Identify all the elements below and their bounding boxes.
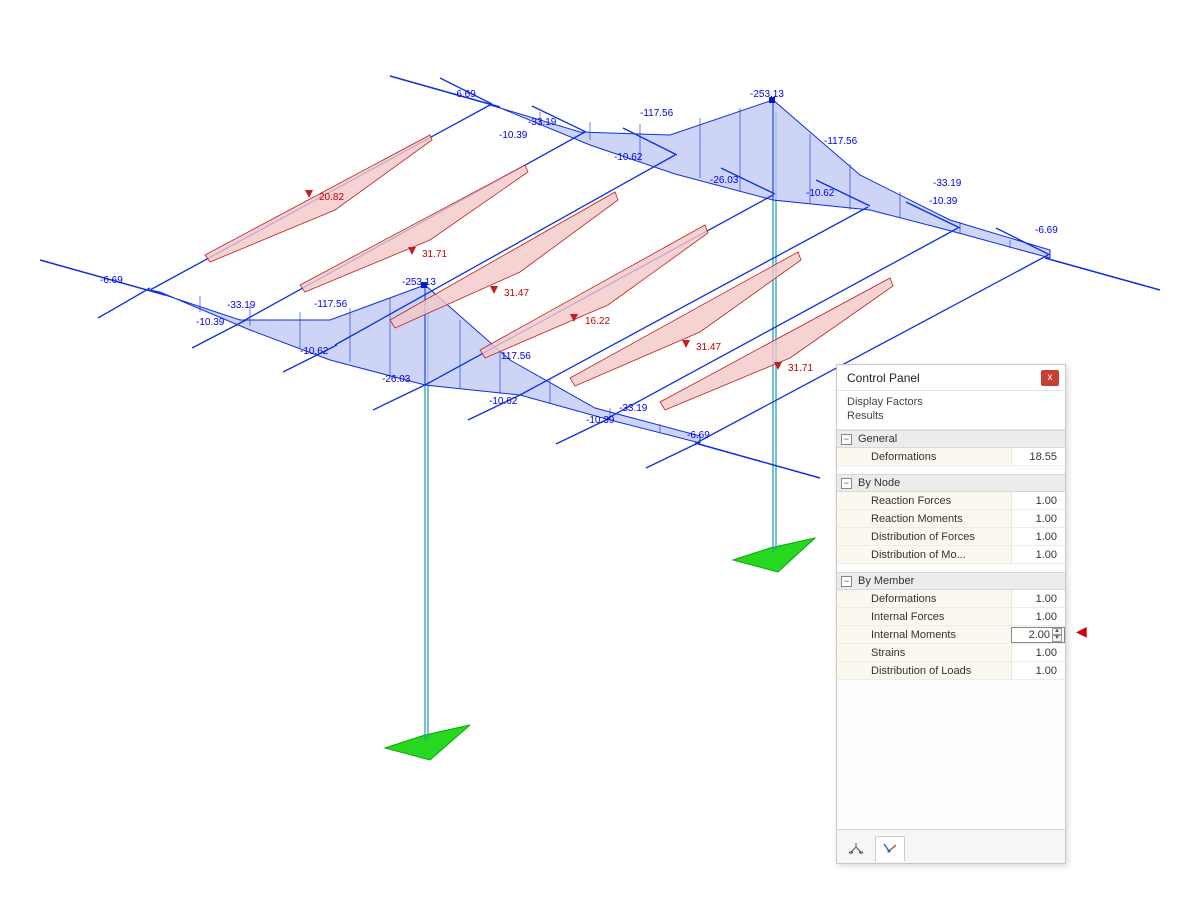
factor-row[interactable]: Reaction Moments1.00 <box>837 510 1065 528</box>
factor-row[interactable]: Strains1.00 <box>837 644 1065 662</box>
factor-label: Reaction Moments <box>871 513 1011 525</box>
display-factors-tree[interactable]: −GeneralDeformations18.55−By NodeReactio… <box>837 429 1065 829</box>
footer-tab-scale-icon[interactable] <box>841 836 871 862</box>
factor-label: Reaction Forces <box>871 495 1011 507</box>
close-icon[interactable]: x <box>1041 370 1059 386</box>
subtitle-line-1: Display Factors <box>847 395 1055 409</box>
factor-label: Distribution of Mo... <box>871 549 1011 561</box>
spinner-up-icon[interactable]: ▲ <box>1052 628 1062 635</box>
factor-label: Deformations <box>871 451 1011 463</box>
subtitle-line-2: Results <box>847 409 1055 423</box>
group-header[interactable]: −General <box>837 430 1065 448</box>
panel-footer <box>837 829 1065 863</box>
group-header[interactable]: −By Node <box>837 474 1065 492</box>
factor-row[interactable]: Reaction Forces1.00 <box>837 492 1065 510</box>
factor-value[interactable]: 1.00 <box>1011 546 1065 563</box>
panel-titlebar[interactable]: Control Panel x <box>837 365 1065 391</box>
factor-label: Distribution of Loads <box>871 665 1011 677</box>
factor-row[interactable]: Distribution of Loads1.00 <box>837 662 1065 680</box>
control-panel: Control Panel x Display Factors Results … <box>836 364 1066 864</box>
truss-back <box>490 100 1050 258</box>
factor-row[interactable]: Internal Forces1.00 <box>837 608 1065 626</box>
factor-value[interactable]: 1.00 <box>1011 510 1065 527</box>
collapse-icon[interactable]: − <box>841 478 852 489</box>
panel-title: Control Panel <box>847 371 1041 385</box>
factor-value[interactable]: 1.00 <box>1011 590 1065 607</box>
group-label: By Node <box>858 477 900 489</box>
factor-row[interactable]: Internal Moments2.00▲▼ <box>837 626 1065 644</box>
factor-label: Internal Moments <box>871 629 1011 641</box>
factor-label: Distribution of Forces <box>871 531 1011 543</box>
collapse-icon[interactable]: − <box>841 434 852 445</box>
factor-row[interactable]: Deformations18.55 <box>837 448 1065 466</box>
factor-value[interactable]: 1.00 <box>1011 492 1065 509</box>
spinner-control[interactable]: ▲▼ <box>1052 628 1062 642</box>
factor-value[interactable]: 1.00 <box>1011 608 1065 625</box>
group-header[interactable]: −By Member <box>837 572 1065 590</box>
support-plate <box>385 538 815 760</box>
factor-value[interactable]: 1.00 <box>1011 528 1065 545</box>
factor-row[interactable]: Distribution of Forces1.00 <box>837 528 1065 546</box>
group-label: General <box>858 433 897 445</box>
factor-row[interactable]: Deformations1.00 <box>837 590 1065 608</box>
factor-label: Internal Forces <box>871 611 1011 623</box>
spinner-down-icon[interactable]: ▼ <box>1052 635 1062 642</box>
factor-value[interactable]: 1.00 <box>1011 644 1065 661</box>
highlight-arrow-icon: ◀ <box>1076 623 1087 640</box>
factor-label: Strains <box>871 647 1011 659</box>
factor-value[interactable]: 18.55 <box>1011 448 1065 465</box>
factor-row[interactable]: Distribution of Mo...1.00 <box>837 546 1065 564</box>
group-label: By Member <box>858 575 914 587</box>
factor-value[interactable]: 2.00▲▼ <box>1011 627 1065 643</box>
panel-subtitle: Display Factors Results <box>837 391 1065 429</box>
footer-tab-results-icon[interactable] <box>875 836 905 862</box>
factor-label: Deformations <box>871 593 1011 605</box>
factor-value[interactable]: 1.00 <box>1011 662 1065 679</box>
collapse-icon[interactable]: − <box>841 576 852 587</box>
